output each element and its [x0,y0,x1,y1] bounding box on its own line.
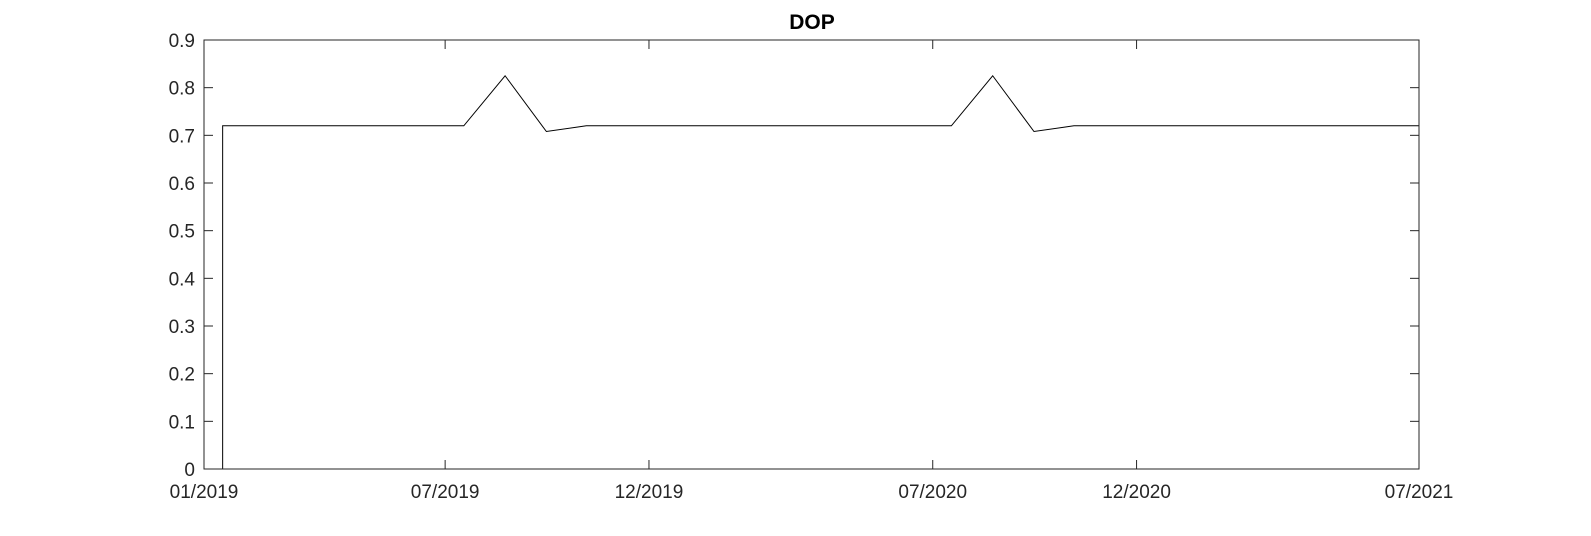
series-line [204,74,1419,470]
x-axis-tick-labels: 01/2019 07/2019 12/2019 07/2020 12/2020 07/20… [170,482,1454,503]
y-tick-label: 0.6 [169,174,195,195]
y-tick-label: 0.9 [169,31,195,52]
x-tick-label: 07/2020 [898,482,967,503]
series-layer [204,74,1419,470]
y-axis-tick-labels: 0 0.1 0.2 0.3 0.4 0.5 0.6 0.7 0.8 0.9 [169,31,196,481]
y-tick-label: 0.5 [169,222,195,243]
x-tick-label: 01/2019 [170,482,239,503]
x-tick-label: 07/2019 [411,482,480,503]
y-tick-label: 0.4 [169,269,196,290]
x-tick-label: 07/2021 [1385,482,1454,503]
y-tick-label: 0 [184,460,195,481]
plot-area-frame [203,39,1420,470]
y-tick-label: 0.2 [169,365,195,386]
x-tick-label: 12/2019 [615,482,684,503]
y-tick-label: 0.1 [169,412,195,433]
x-tick-label: 12/2020 [1102,482,1171,503]
y-tick-label: 0.7 [169,126,195,147]
y-tick-label: 0.3 [169,317,195,338]
y-tick-label: 0.8 [169,79,195,100]
chart-title: DOP [789,11,835,34]
